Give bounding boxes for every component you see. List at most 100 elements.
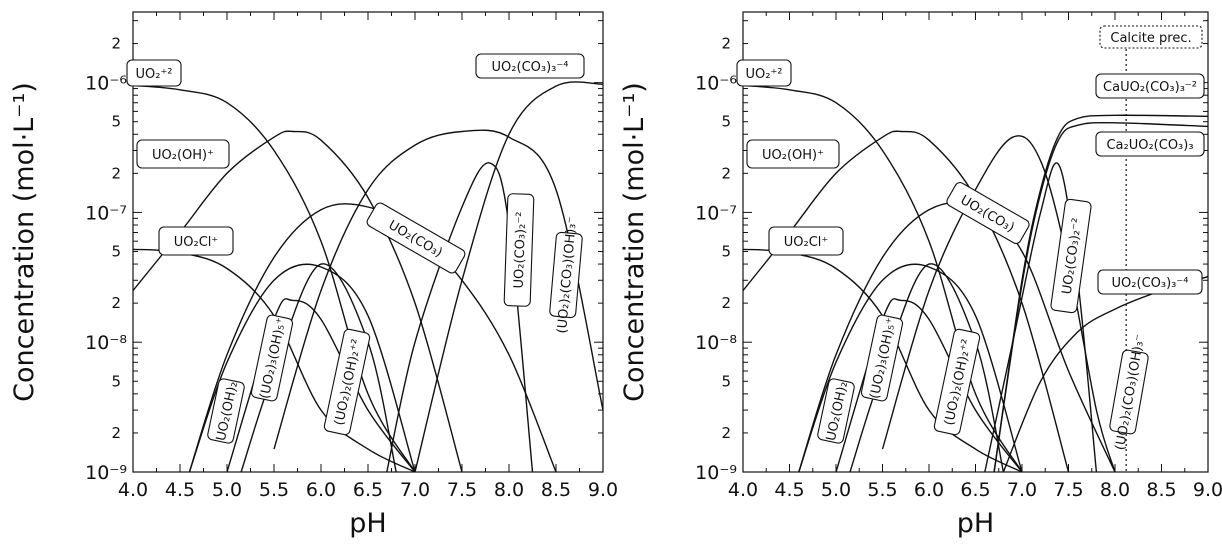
y-minor-tick-label: 2: [721, 35, 731, 53]
label-text: UO₂(CO₃)₃⁻⁴: [492, 60, 569, 75]
x-tick-label: 7.0: [1007, 479, 1037, 501]
calcite-precipitation-label: Calcite prec.: [1099, 25, 1203, 49]
series-label-uo2-2: UO₂⁺²: [736, 59, 792, 87]
series-label-uo2-oh-2: UO₂(OH)₂: [817, 378, 855, 444]
x-tick-label: 6.5: [353, 479, 383, 501]
x-tick-label: 8.5: [1146, 479, 1176, 501]
series-line-uo2-co3-2-2: [881, 135, 1116, 472]
label-box: [503, 193, 535, 307]
x-tick-label: 4.5: [774, 479, 804, 501]
label-box: [1050, 198, 1092, 314]
series-label-uo2cl: UO₂Cl⁺: [768, 226, 844, 256]
right-chart: 4.0 4.5 5.0 5.5 6.0 6.5 7.0 7.5 8.0 8.5 9.0 10⁻⁹ 10⁻…: [619, 11, 1222, 539]
y-minor-tick-label: 2: [721, 424, 731, 442]
label-text: UO₂(OH)⁺: [762, 148, 824, 163]
y-axis-label: Concentration (mol·L⁻¹): [619, 82, 650, 402]
series-line-uo2-oh: [743, 130, 1070, 472]
y-minor-tick-label: 5: [721, 242, 731, 260]
x-tick-label: 6.5: [960, 479, 990, 501]
y-major-tick-label: 10⁻⁶: [85, 73, 127, 95]
label-text: UO₂(CO₃)₃⁻⁴: [1112, 276, 1189, 291]
y-minor-tick-label: 2: [721, 294, 731, 312]
label-box: [207, 378, 245, 444]
x-tick-label: 5.5: [259, 479, 289, 501]
label-box: [366, 202, 466, 274]
series-label-uo2-co3-3-4: UO₂(CO₃)₃⁻⁴: [475, 53, 585, 79]
x-tick-label: 9.0: [1193, 479, 1222, 501]
series-line-ca2uo2-co3-3: [993, 122, 1208, 472]
series-line-uo2-co3-2-2: [273, 129, 603, 450]
y-major-tick-label: 10⁻⁸: [85, 332, 127, 354]
x-tick-label: 4.0: [118, 479, 148, 501]
label-box: [475, 53, 585, 79]
y-minor-tick-label: 5: [111, 242, 121, 260]
x-tick-label: 9.0: [588, 479, 618, 501]
series-label-uo2-co3-2-2: UO₂(CO₃)₂⁻²: [503, 193, 535, 307]
label-box: [1097, 269, 1203, 295]
label-box: [768, 226, 844, 256]
series-line-uo2-3-oh-5: [240, 263, 397, 472]
y-minor-tick-label: 2: [111, 35, 121, 53]
y-major-tick-label: 10⁻⁸: [695, 332, 737, 354]
series-label-uo2-2-oh-2-2: (UO₂)₂(OH)₂⁺²: [933, 328, 981, 436]
y-minor-tick-label: 2: [111, 294, 121, 312]
y-major-tick-label: 10⁻⁹: [85, 462, 127, 484]
x-axis-label: pH: [957, 508, 994, 539]
series-label-uo2-2-co3-oh-3: (UO₂)₂(CO₃)(OH)₃⁻: [549, 216, 583, 334]
series-line-uo2-co3-3-4: [414, 81, 603, 472]
label-box: [933, 328, 981, 436]
label-box: [126, 59, 182, 87]
label-text: UO₂Cl⁺: [174, 235, 219, 250]
label-text: UO₂(CO₃)₂⁻²: [512, 211, 530, 288]
y-major-tick-label: 10⁻⁶: [695, 73, 737, 95]
label-text: UO₂(OH)⁺: [152, 148, 214, 163]
label-box: [158, 226, 234, 256]
series-line-uo2-2-co3-oh-3: [386, 162, 534, 472]
label-box: [136, 139, 230, 169]
x-tick-label: 8.5: [541, 479, 571, 501]
series-label-uo2-co3: UO₂(CO₃): [946, 182, 1030, 244]
label-text: UO₂Cl⁺: [784, 235, 829, 250]
x-tick-label: 6.0: [914, 479, 944, 501]
y-major-tick-label: 10⁻⁹: [695, 462, 737, 484]
x-tick-label: 4.0: [728, 479, 758, 501]
x-axis-label: pH: [349, 508, 386, 539]
label-box: [549, 231, 583, 319]
x-tick-label: 4.5: [165, 479, 195, 501]
annotation-box: [1099, 25, 1203, 49]
x-tick-label: 5.5: [867, 479, 897, 501]
label-text: UO₂⁺²: [745, 67, 782, 82]
y-minor-tick-label: 5: [721, 372, 731, 390]
label-box: [746, 139, 840, 169]
label-box: [1095, 131, 1205, 157]
series-line-uo2-oh: [133, 130, 463, 472]
series-line-uo2-co3: [188, 203, 557, 472]
series-label-uo2-2-co3-oh-3: (UO₂)₂(CO₃)(OH)₃⁻: [1109, 333, 1149, 451]
series-label-uo2-oh: UO₂(OH)⁺: [746, 139, 840, 169]
left-chart: 4.0 4.5 5.0 5.5 6.0 6.5 7.0 7.5 8.0 8.5 9.0 10⁻⁹ 10⁻…: [9, 11, 618, 539]
x-tick-label: 7.0: [400, 479, 430, 501]
y-major-tick-label: 10⁻⁷: [695, 202, 737, 224]
x-tick-label: 8.0: [1100, 479, 1130, 501]
x-tick-label: 5.0: [212, 479, 242, 501]
y-major-tick-label: 10⁻⁷: [85, 202, 127, 224]
y-minor-tick-label: 2: [721, 164, 731, 182]
y-minor-tick-label: 5: [111, 372, 121, 390]
series-line-uo2-2: [133, 84, 416, 472]
series-label-uo2-co3-3-4: UO₂(CO₃)₃⁻⁴: [1097, 269, 1203, 295]
series-label-uo2-3-oh-5: (UO₂)₃(OH)₅⁺: [250, 314, 294, 402]
label-box: [736, 59, 792, 87]
y-axis-label: Concentration (mol·L⁻¹): [9, 82, 40, 402]
label-box: [1109, 349, 1149, 435]
series-label-uo2-3-oh-5: (UO₂)₃(OH)₅⁺: [860, 314, 904, 402]
series-label-cauo2-co3-3-2: CaUO₂(CO₃)₃⁻²: [1095, 73, 1205, 99]
label-box: [860, 314, 904, 402]
label-box: [250, 314, 294, 402]
annotation-text: Calcite prec.: [1110, 31, 1191, 46]
series-label-uo2cl: UO₂Cl⁺: [158, 226, 234, 256]
label-box: [323, 328, 371, 436]
label-box: [817, 378, 855, 444]
series-label-uo2-co3: UO₂(CO₃): [366, 202, 466, 274]
x-tick-label: 8.0: [494, 479, 524, 501]
